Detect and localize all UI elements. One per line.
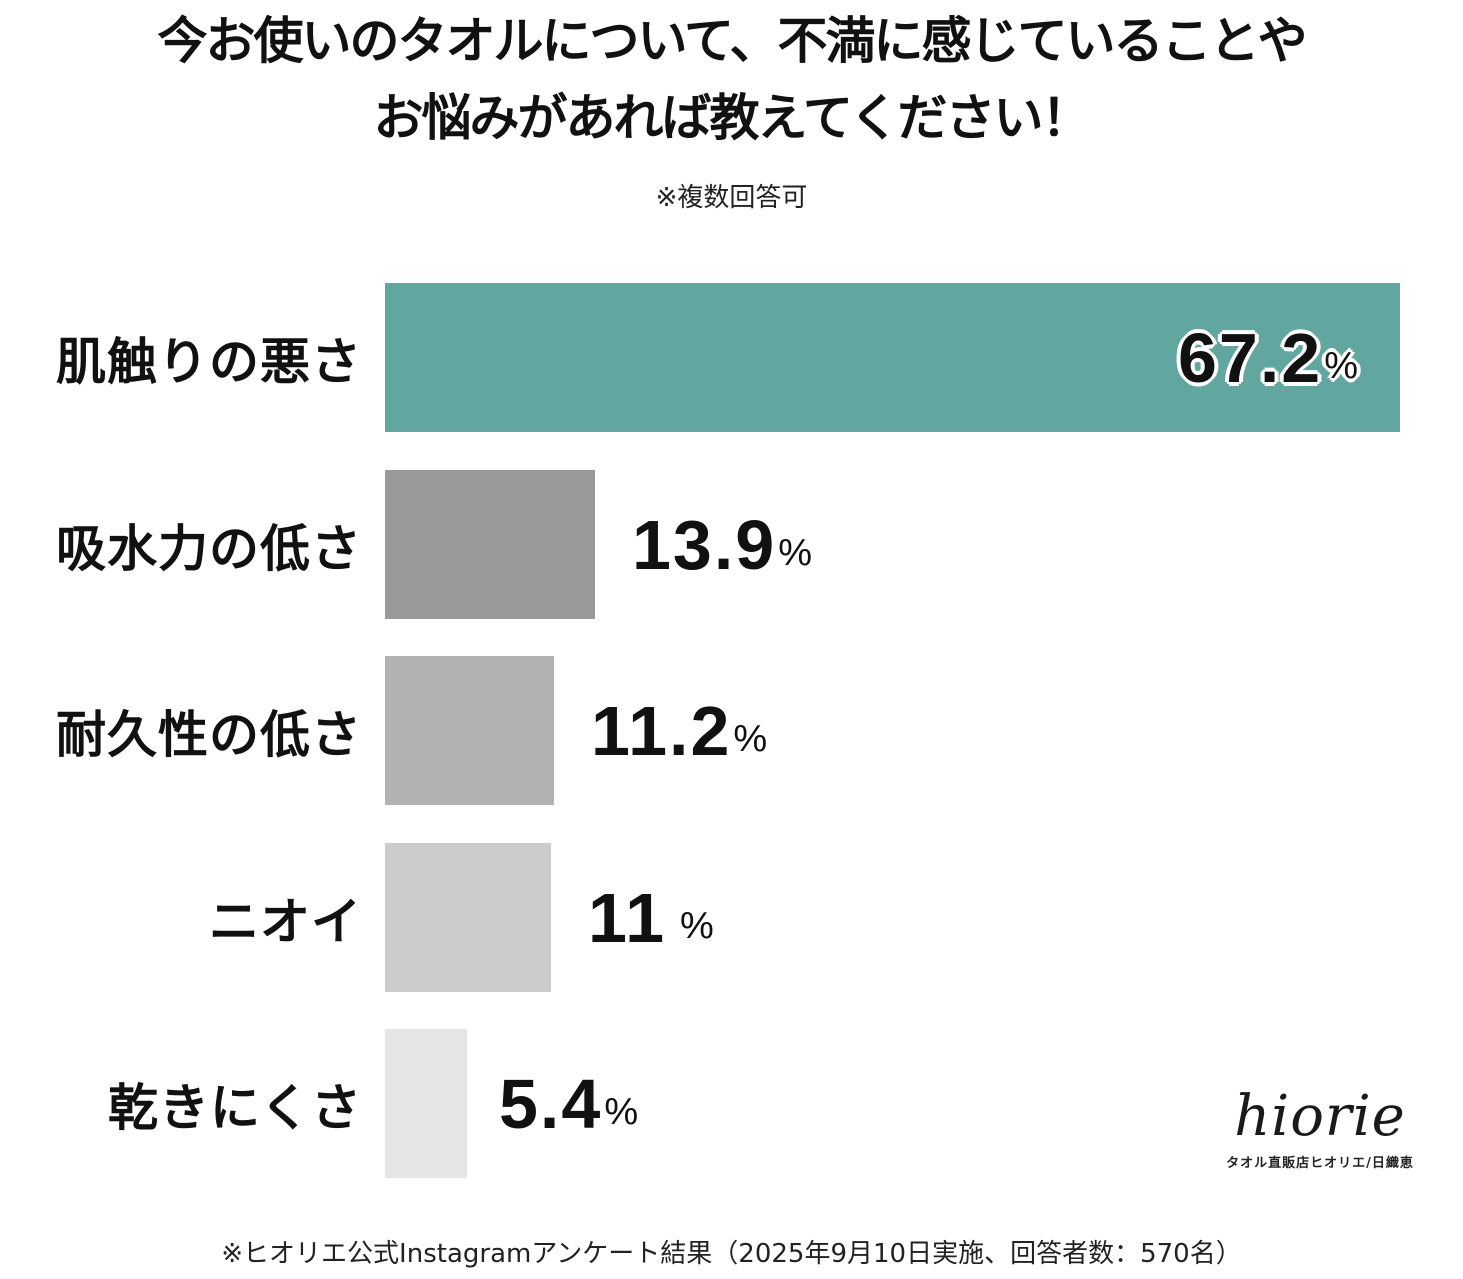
category-label: ニオイ — [209, 892, 362, 951]
percent-sign: % — [680, 905, 714, 947]
bar — [385, 656, 554, 805]
value-label: 5.4% — [499, 1029, 638, 1178]
category-label: 耐久性の低さ — [56, 705, 362, 764]
bar-row-absorbency: 吸水力の低さ 13.9% — [0, 470, 1463, 619]
source-note: ※ヒオリエ公式Instagramアンケート結果（2025年9月10日実施、回答者… — [221, 1239, 1242, 1269]
category-label: 吸水力の低さ — [56, 519, 362, 578]
brand-logo: hiorie タオル直販店ヒオリエ/日織恵 — [1215, 1082, 1425, 1171]
bar-row-skin-feel: 肌触りの悪さ 67.2% — [0, 283, 1463, 432]
value-number: 11.2 — [591, 691, 732, 770]
chart-title-line-2: お悩みがあれば教えてください！ — [373, 89, 1092, 147]
percent-sign: % — [1324, 345, 1359, 387]
bar — [385, 1029, 467, 1178]
value-number: 5.4 — [499, 1064, 603, 1143]
value-label: 11.2% — [591, 656, 767, 805]
bar — [385, 843, 551, 992]
logo-wordmark: hiorie — [1234, 1084, 1406, 1149]
percent-sign: % — [604, 1091, 639, 1133]
bar — [385, 470, 595, 619]
category-label: 肌触りの悪さ — [56, 332, 362, 391]
value-label: 11% — [588, 843, 714, 992]
value-label: 67.2% — [1178, 283, 1358, 432]
value-number: 11 — [588, 878, 666, 957]
value-number: 67.2 — [1178, 318, 1323, 397]
value-label: 13.9% — [632, 470, 812, 619]
chart-subtitle: ※複数回答可 — [655, 183, 808, 213]
bar-row-odor: ニオイ 11% — [0, 843, 1463, 992]
bar — [385, 283, 1400, 432]
category-label: 乾きにくさ — [108, 1078, 362, 1137]
logo-tagline: タオル直販店ヒオリエ/日織恵 — [1226, 1156, 1414, 1171]
chart-title-line-1: 今お使いのタオルについて、不満に感じていることや — [157, 12, 1308, 70]
percent-sign: % — [778, 532, 813, 574]
value-number: 13.9 — [632, 505, 777, 584]
bar-row-durability: 耐久性の低さ 11.2% — [0, 656, 1463, 805]
percent-sign: % — [733, 718, 768, 760]
bar-row-drying: 乾きにくさ 5.4% — [0, 1029, 1463, 1178]
